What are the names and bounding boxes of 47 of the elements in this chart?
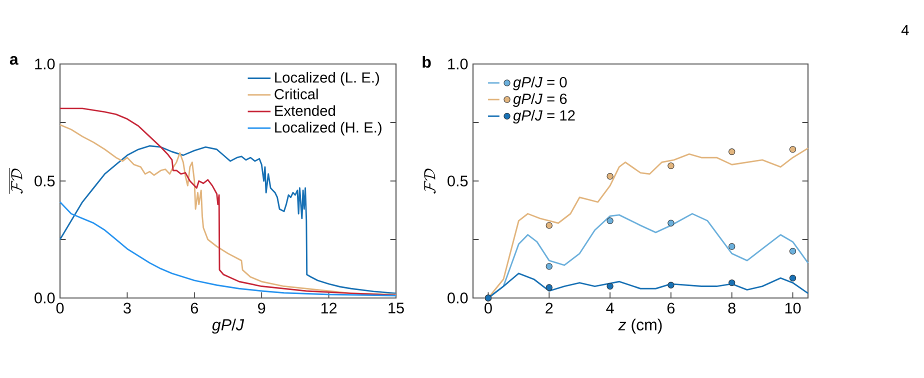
point [606, 172, 614, 180]
x-tick-label: 9 [258, 302, 266, 314]
x-tick-label: 8 [728, 302, 736, 314]
point [546, 222, 552, 229]
y-tick-label: 0.0 [448, 292, 468, 304]
x-tick-label: 0 [484, 302, 492, 314]
y-axis-title: $\mathcal{F}\mathcal{D}$ [424, 168, 436, 194]
x-tick-label: 0 [56, 302, 64, 314]
text: 4 [901, 25, 909, 36]
y-tick-label: 1.0 [35, 58, 55, 70]
y-tick-label: 0.5 [448, 176, 468, 186]
x-tick-label: 12 [321, 302, 337, 314]
point [789, 248, 796, 255]
point [789, 274, 796, 282]
x-tick-label: 2 [546, 302, 553, 314]
x-axis-title: gP/J [212, 318, 244, 334]
point [728, 279, 736, 286]
x-tick-label: 6 [667, 302, 675, 314]
x-tick-label: 6 [190, 302, 198, 314]
y-tick-label: 0.5 [34, 176, 55, 186]
legend-label: Localized (H. E.) [275, 122, 382, 136]
point [668, 282, 674, 288]
chart-title: a [10, 56, 18, 65]
x-tick-label: 4 [606, 302, 614, 314]
point [668, 162, 674, 170]
point [606, 282, 614, 290]
chart-title: b [422, 56, 431, 68]
x-tick-label: 10 [785, 302, 801, 314]
x-tick-label: 15 [388, 302, 404, 314]
point [789, 146, 796, 153]
x-axis-title: z (cm) [618, 318, 662, 334]
point [668, 220, 674, 226]
y-tick-label: 0.0 [34, 292, 55, 304]
point [728, 148, 736, 156]
y-tick-label: 1.0 [448, 58, 468, 70]
y-axis-title: $\overline{\mathcal{F}\mathcal{D}}$ [9, 168, 23, 194]
point [606, 217, 614, 224]
point [728, 243, 736, 250]
legend-label: gP/J = 6 [513, 93, 567, 107]
legend-label: Localized (L. E.) [275, 72, 379, 86]
point [546, 284, 552, 291]
legend-label: Critical [274, 88, 318, 100]
point [546, 263, 552, 270]
legend-label: gP/J = 0 [513, 76, 567, 90]
x-tick-label: 3 [124, 302, 131, 314]
legend-label: Extended [275, 105, 335, 116]
legend-label: gP/J = 12 [513, 110, 575, 124]
